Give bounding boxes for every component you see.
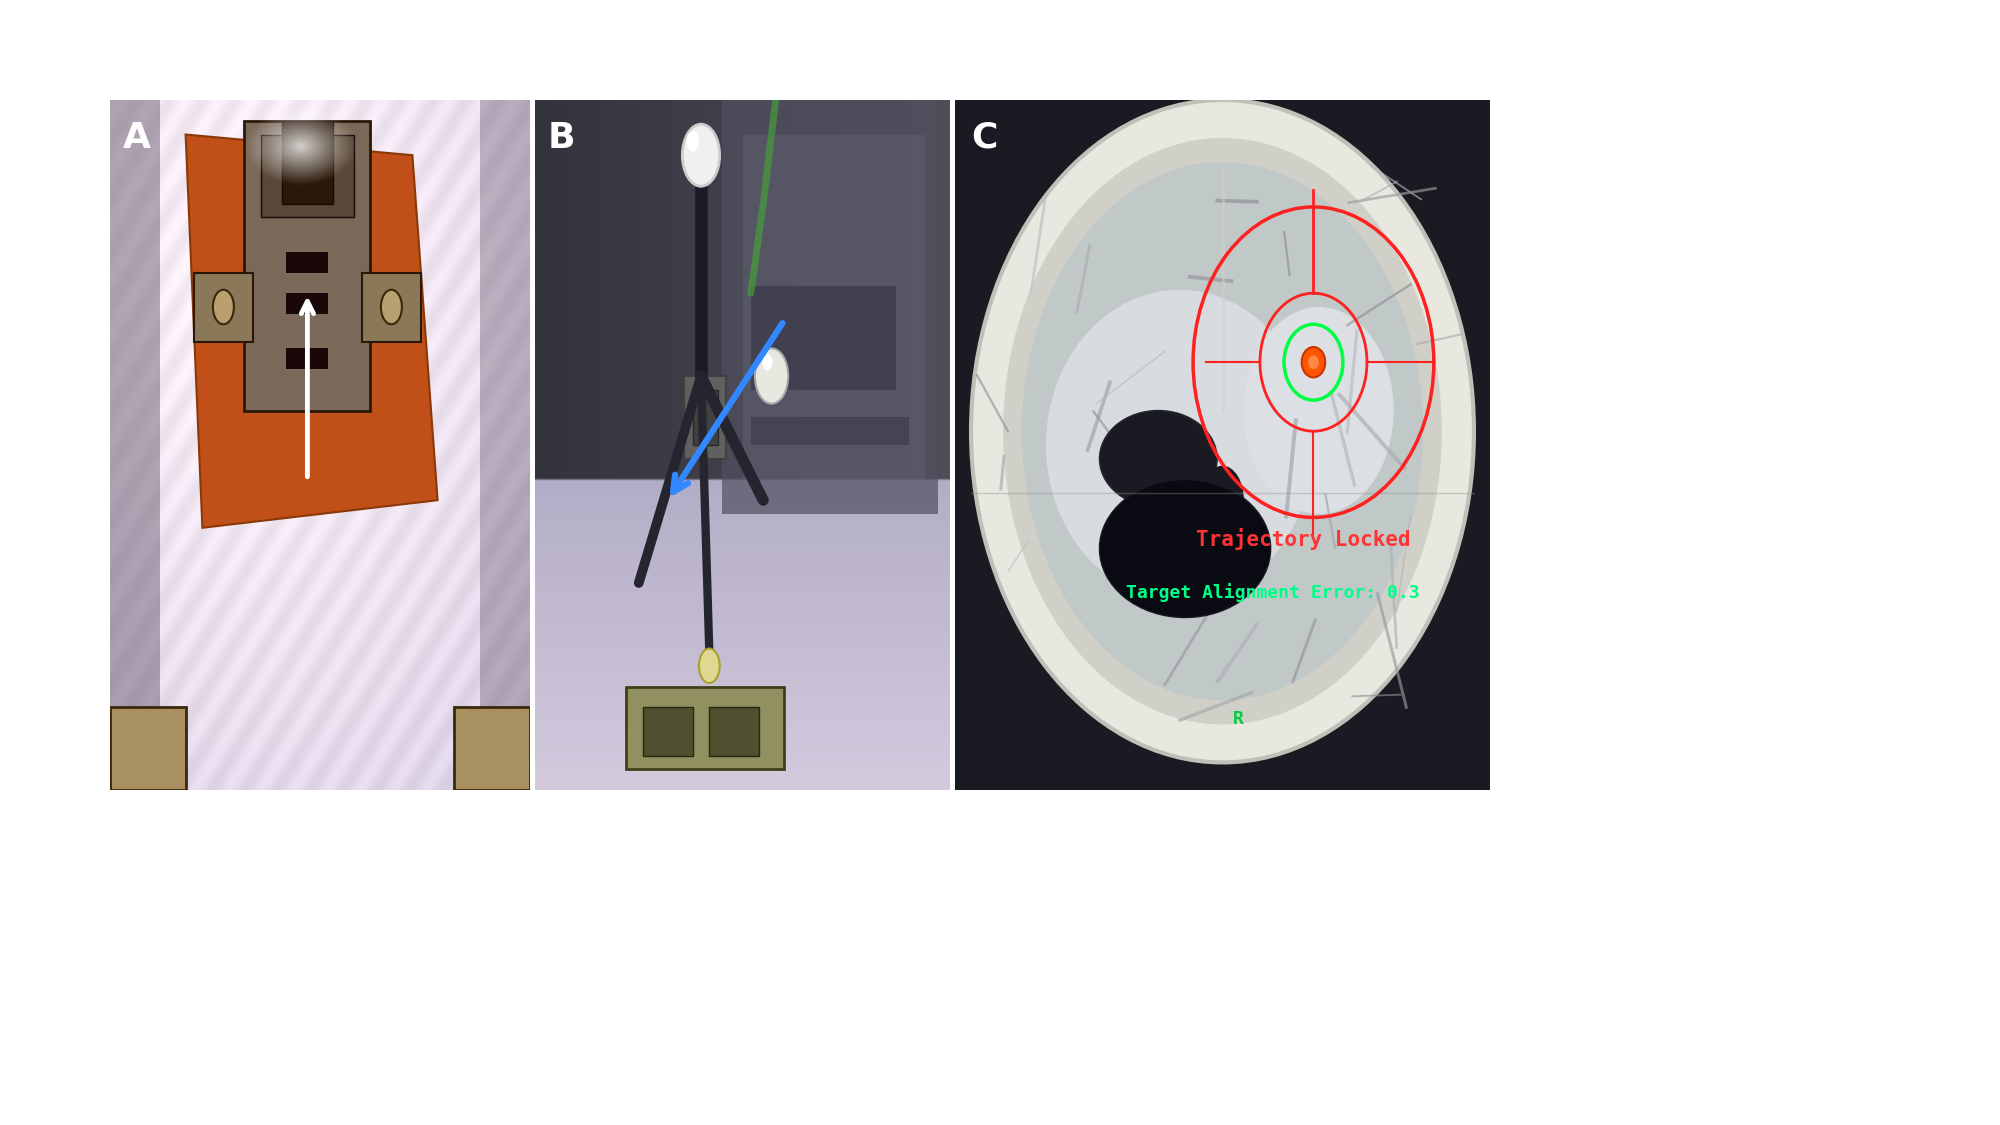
Bar	[454, 708, 530, 790]
Ellipse shape	[1022, 162, 1424, 700]
Bar	[244, 120, 370, 411]
Circle shape	[380, 290, 402, 324]
Bar	[750, 286, 896, 389]
Bar	[710, 708, 760, 756]
Text: A: A	[122, 120, 150, 155]
Circle shape	[698, 648, 720, 683]
Polygon shape	[186, 135, 438, 528]
Circle shape	[1308, 356, 1318, 369]
Bar	[282, 120, 332, 204]
Bar	[692, 389, 718, 446]
Ellipse shape	[1100, 411, 1218, 507]
Ellipse shape	[1244, 307, 1394, 514]
Text: R: R	[1234, 710, 1244, 728]
Ellipse shape	[972, 100, 1474, 763]
Bar	[286, 252, 328, 272]
Circle shape	[212, 290, 234, 324]
Ellipse shape	[1202, 466, 1244, 534]
Bar	[742, 135, 926, 479]
Text: B: B	[548, 120, 574, 155]
Bar	[626, 686, 784, 770]
Text: Trajectory Locked: Trajectory Locked	[1196, 528, 1410, 550]
Bar	[110, 100, 160, 790]
Circle shape	[682, 124, 720, 187]
Bar	[194, 272, 252, 342]
Bar	[722, 100, 938, 514]
Circle shape	[754, 349, 788, 404]
Bar	[262, 135, 354, 217]
Circle shape	[762, 354, 772, 370]
Text: Target Alignment Error: 0.3: Target Alignment Error: 0.3	[1126, 583, 1420, 602]
Bar	[750, 417, 908, 446]
Bar	[642, 708, 692, 756]
Bar	[684, 376, 726, 459]
Bar	[286, 349, 328, 369]
Ellipse shape	[1100, 479, 1270, 618]
Bar	[286, 294, 328, 314]
Circle shape	[1302, 346, 1326, 377]
Ellipse shape	[1004, 138, 1442, 724]
Bar	[480, 100, 530, 790]
Circle shape	[686, 130, 698, 152]
Bar	[110, 708, 186, 790]
Ellipse shape	[1046, 290, 1314, 601]
Text: C: C	[972, 120, 998, 155]
Bar	[362, 272, 420, 342]
